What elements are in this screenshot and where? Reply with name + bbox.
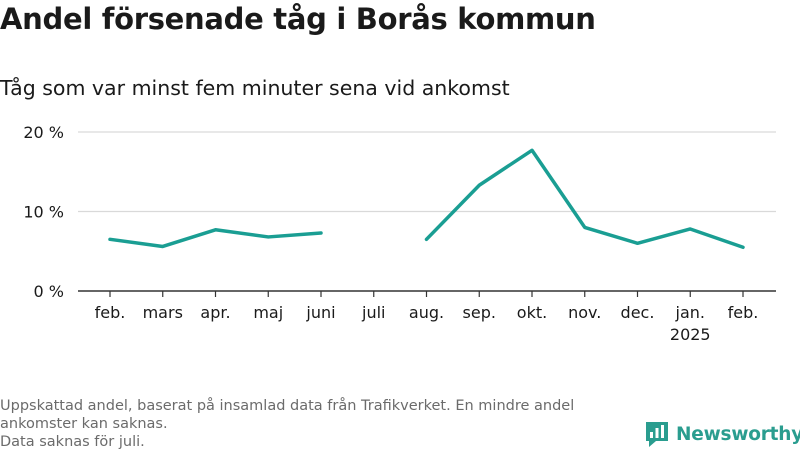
brand-name: Newsworthy bbox=[676, 423, 800, 445]
line-chart: 0 % 10 % 20 % feb. mars apr. maj juni juli aug. se… bbox=[23, 123, 776, 344]
x-tick-label: juni bbox=[305, 303, 335, 322]
y-tick-label: 10 % bbox=[23, 203, 64, 222]
series-line bbox=[108, 228, 323, 249]
x-tick-label: feb. bbox=[95, 303, 126, 322]
newsworthy-logo-icon bbox=[646, 422, 668, 447]
chart-subtitle: Tåg som var minst fem minuter sena vid a… bbox=[0, 76, 510, 100]
x-tick-label: juli bbox=[361, 303, 385, 322]
x-tick-label: dec. bbox=[621, 303, 655, 322]
x-tick-sublabel: 2025 bbox=[670, 325, 711, 344]
x-tick-label: mars bbox=[143, 303, 183, 322]
x-tick-label: okt. bbox=[517, 303, 547, 322]
x-tick-label: aug. bbox=[409, 303, 444, 322]
footnote: Uppskattad andel, baserat på insamlad da… bbox=[0, 397, 630, 451]
footnote-line: Data saknas för juli. bbox=[0, 434, 145, 450]
footnote-line: Uppskattad andel, baserat på insamlad da… bbox=[0, 398, 575, 414]
x-tick-label: feb. bbox=[728, 303, 759, 322]
y-tick-label: 0 % bbox=[34, 282, 64, 301]
y-tick-label: 20 % bbox=[23, 123, 64, 142]
chart-title: Andel försenade tåg i Borås kommun bbox=[0, 2, 596, 36]
footnote-line: ankomster kan saknas. bbox=[0, 416, 168, 432]
brand-logo: Newsworthy bbox=[644, 420, 800, 448]
x-tick-label: nov. bbox=[568, 303, 601, 322]
series-line bbox=[424, 148, 745, 250]
x-tick-label: sep. bbox=[463, 303, 496, 322]
x-tick-label: maj bbox=[253, 303, 283, 322]
x-tick-label: jan. bbox=[675, 303, 705, 322]
x-tick-label: apr. bbox=[200, 303, 230, 322]
